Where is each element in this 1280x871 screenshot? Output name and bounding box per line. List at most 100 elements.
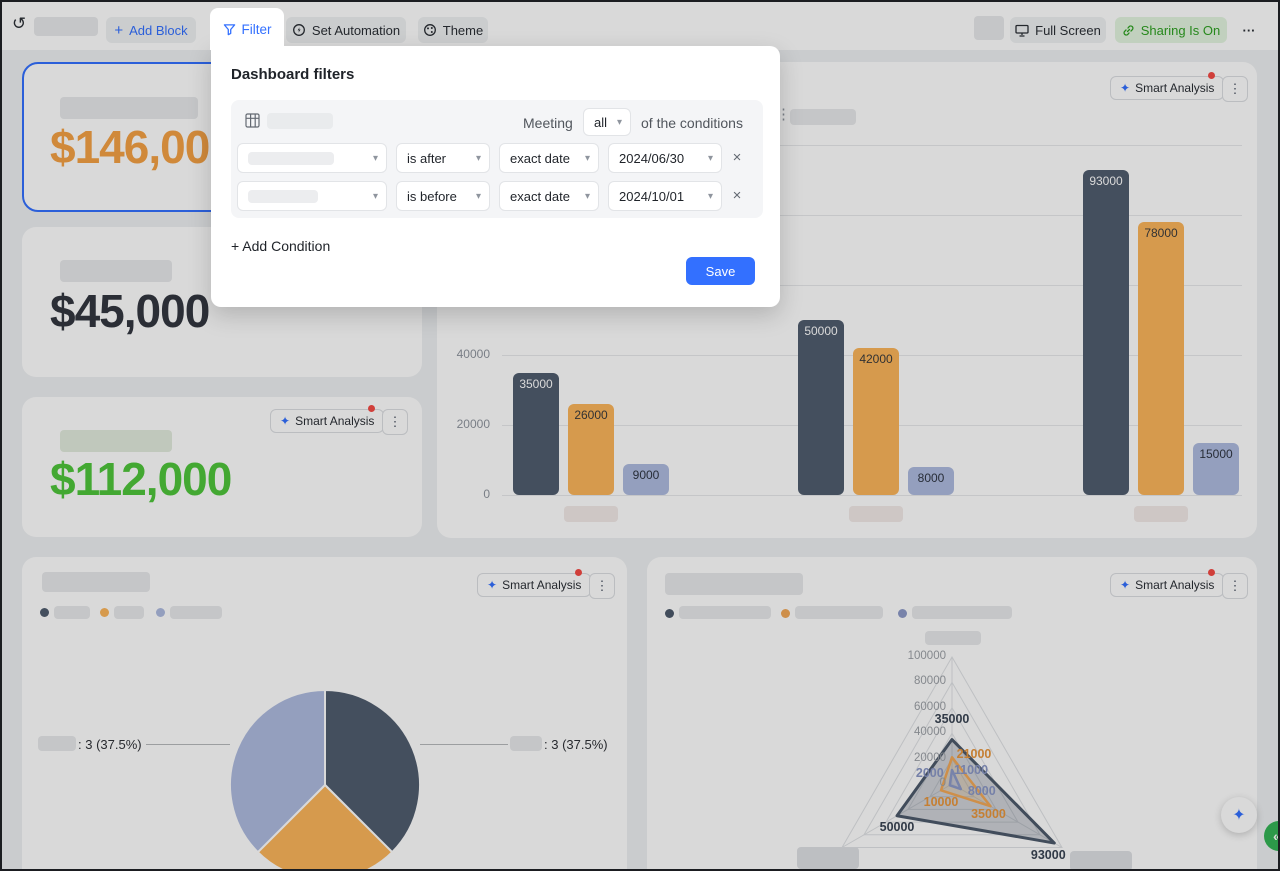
- pie-slice[interactable]: [324, 688, 421, 854]
- radar-value-label: 10000: [923, 795, 959, 810]
- bar[interactable]: 15000: [1193, 442, 1239, 495]
- radar-series[interactable]: [948, 768, 963, 791]
- radar-series[interactable]: [939, 756, 992, 808]
- pie-chart: [229, 688, 421, 871]
- card-menu-button[interactable]: ⋮: [1222, 76, 1248, 102]
- y-axis-tick: 40000: [456, 347, 490, 361]
- chevron-down-icon: ▾: [475, 152, 481, 164]
- stat-card-3-value: $112,000: [50, 453, 232, 505]
- plus-icon: +: [114, 21, 124, 39]
- stat-card-2-value: $45,000: [50, 285, 210, 337]
- legend-dot[interactable]: [100, 608, 109, 617]
- more-button[interactable]: ···: [1235, 17, 1263, 43]
- bar[interactable]: 50000: [798, 320, 844, 495]
- bar[interactable]: 42000: [853, 348, 899, 495]
- sparkle-icon: ✦: [1120, 81, 1131, 95]
- card-menu-button[interactable]: ⋮: [382, 409, 408, 435]
- radar-tick-label: 100000: [907, 650, 946, 662]
- bar-value-label: 15000: [1199, 446, 1233, 461]
- smart-analysis-badge[interactable]: ✦ Smart Analysis: [1110, 76, 1225, 100]
- filter-button[interactable]: Filter: [210, 8, 284, 50]
- save-button[interactable]: Save: [686, 257, 755, 285]
- legend-dot[interactable]: [156, 608, 165, 617]
- card-menu-button[interactable]: ⋮: [589, 573, 615, 599]
- legend-dot[interactable]: [40, 608, 49, 617]
- pie-callout-left: : 3 (37.5%): [78, 737, 142, 752]
- notification-dot: [368, 405, 375, 412]
- chevron-down-icon: ▾: [584, 190, 590, 202]
- smart-analysis-badge[interactable]: ✦ Smart Analysis: [1110, 573, 1225, 597]
- add-condition-button[interactable]: + Add Condition: [231, 238, 331, 254]
- bar-value-label: 42000: [859, 352, 893, 366]
- add-block-button[interactable]: + Add Block: [106, 17, 196, 43]
- radar-grid-ring: [929, 757, 975, 798]
- radar-tick-label: 60000: [914, 700, 946, 713]
- history-icon[interactable]: ↺: [12, 14, 27, 34]
- filter-operator-select[interactable]: is after ▾: [396, 143, 490, 173]
- y-axis-tick: 20000: [456, 417, 490, 431]
- radar-grid-ring: [863, 681, 1041, 836]
- bar[interactable]: 35000: [513, 372, 559, 495]
- sparkle-icon: ✦: [280, 414, 291, 428]
- legend-label-redacted: [679, 606, 771, 619]
- pie-slice[interactable]: [256, 783, 394, 871]
- legend-dot[interactable]: [898, 609, 907, 618]
- legend-dot[interactable]: [781, 609, 790, 618]
- radar-grid-ring: [841, 656, 1063, 848]
- pie-callout-line: [146, 744, 230, 745]
- legend-dot[interactable]: [665, 609, 674, 618]
- radar-series[interactable]: [895, 738, 1056, 845]
- full-screen-button[interactable]: Full Screen: [1010, 17, 1106, 43]
- radar-chart: [841, 656, 1063, 848]
- filter-field-select[interactable]: ▾: [237, 181, 387, 211]
- bar[interactable]: 9000: [623, 463, 669, 495]
- conditions-suffix-label: of the conditions: [641, 115, 743, 131]
- pie-slice[interactable]: [229, 688, 326, 854]
- link-icon: [1123, 24, 1134, 36]
- filter-date-select[interactable]: 2024/06/30 ▾: [608, 143, 722, 173]
- set-automation-button[interactable]: Set Automation: [286, 17, 406, 43]
- more-icon: ···: [1242, 22, 1256, 38]
- toolbar-right-redacted: [974, 16, 1004, 40]
- pie-callout-line: [420, 744, 508, 745]
- full-screen-icon: [1015, 24, 1029, 37]
- filter-field-select[interactable]: ▾: [237, 143, 387, 173]
- radar-value-label: 35000: [934, 711, 970, 726]
- filter-mode-select[interactable]: exact date ▾: [499, 181, 599, 211]
- remove-condition-button[interactable]: ×: [732, 187, 742, 204]
- legend-label-redacted: [114, 606, 144, 619]
- smart-analysis-badge[interactable]: ✦ Smart Analysis: [270, 409, 385, 433]
- filter-operator-select[interactable]: is before ▾: [396, 181, 490, 211]
- filter-date-select[interactable]: 2024/10/01 ▾: [608, 181, 722, 211]
- match-mode-select[interactable]: all ▾: [583, 108, 631, 136]
- notification-dot: [575, 569, 582, 576]
- theme-button[interactable]: Theme: [418, 17, 488, 43]
- operator-value: is after: [407, 150, 447, 166]
- collapse-panel-button[interactable]: «: [1264, 821, 1278, 851]
- ai-assistant-fab[interactable]: ✦: [1221, 797, 1257, 833]
- radar-value-label: 35000: [971, 807, 1006, 822]
- bar[interactable]: 8000: [908, 467, 954, 495]
- chevron-down-icon: ▾: [707, 190, 713, 202]
- chevron-down-icon: ▾: [372, 152, 378, 164]
- bar[interactable]: 26000: [568, 404, 614, 495]
- radar-grid-ring: [885, 706, 1019, 823]
- card-menu-button[interactable]: ⋮: [1222, 573, 1248, 599]
- bar[interactable]: 78000: [1138, 222, 1184, 495]
- meeting-label: Meeting: [523, 115, 573, 131]
- filter-mode-select[interactable]: exact date ▾: [499, 143, 599, 173]
- sharing-button[interactable]: Sharing Is On: [1115, 17, 1227, 43]
- filter-funnel-icon: [223, 23, 235, 35]
- stat-card-3[interactable]: ✦ Smart Analysis ⋮ $112,000: [22, 397, 422, 537]
- chevron-down-icon: ▾: [584, 152, 590, 164]
- bar[interactable]: 93000: [1083, 169, 1129, 495]
- filter-label: Filter: [241, 21, 272, 37]
- radar-value-label: 21000: [956, 747, 992, 762]
- table-icon: [245, 113, 260, 128]
- sharing-label: Sharing Is On: [1140, 22, 1221, 38]
- remove-condition-button[interactable]: ×: [732, 149, 742, 166]
- notification-dot: [1208, 72, 1215, 79]
- sparkle-icon: ✦: [1120, 578, 1131, 592]
- mode-value: exact date: [510, 150, 570, 166]
- chevron-down-icon: ▾: [707, 152, 713, 164]
